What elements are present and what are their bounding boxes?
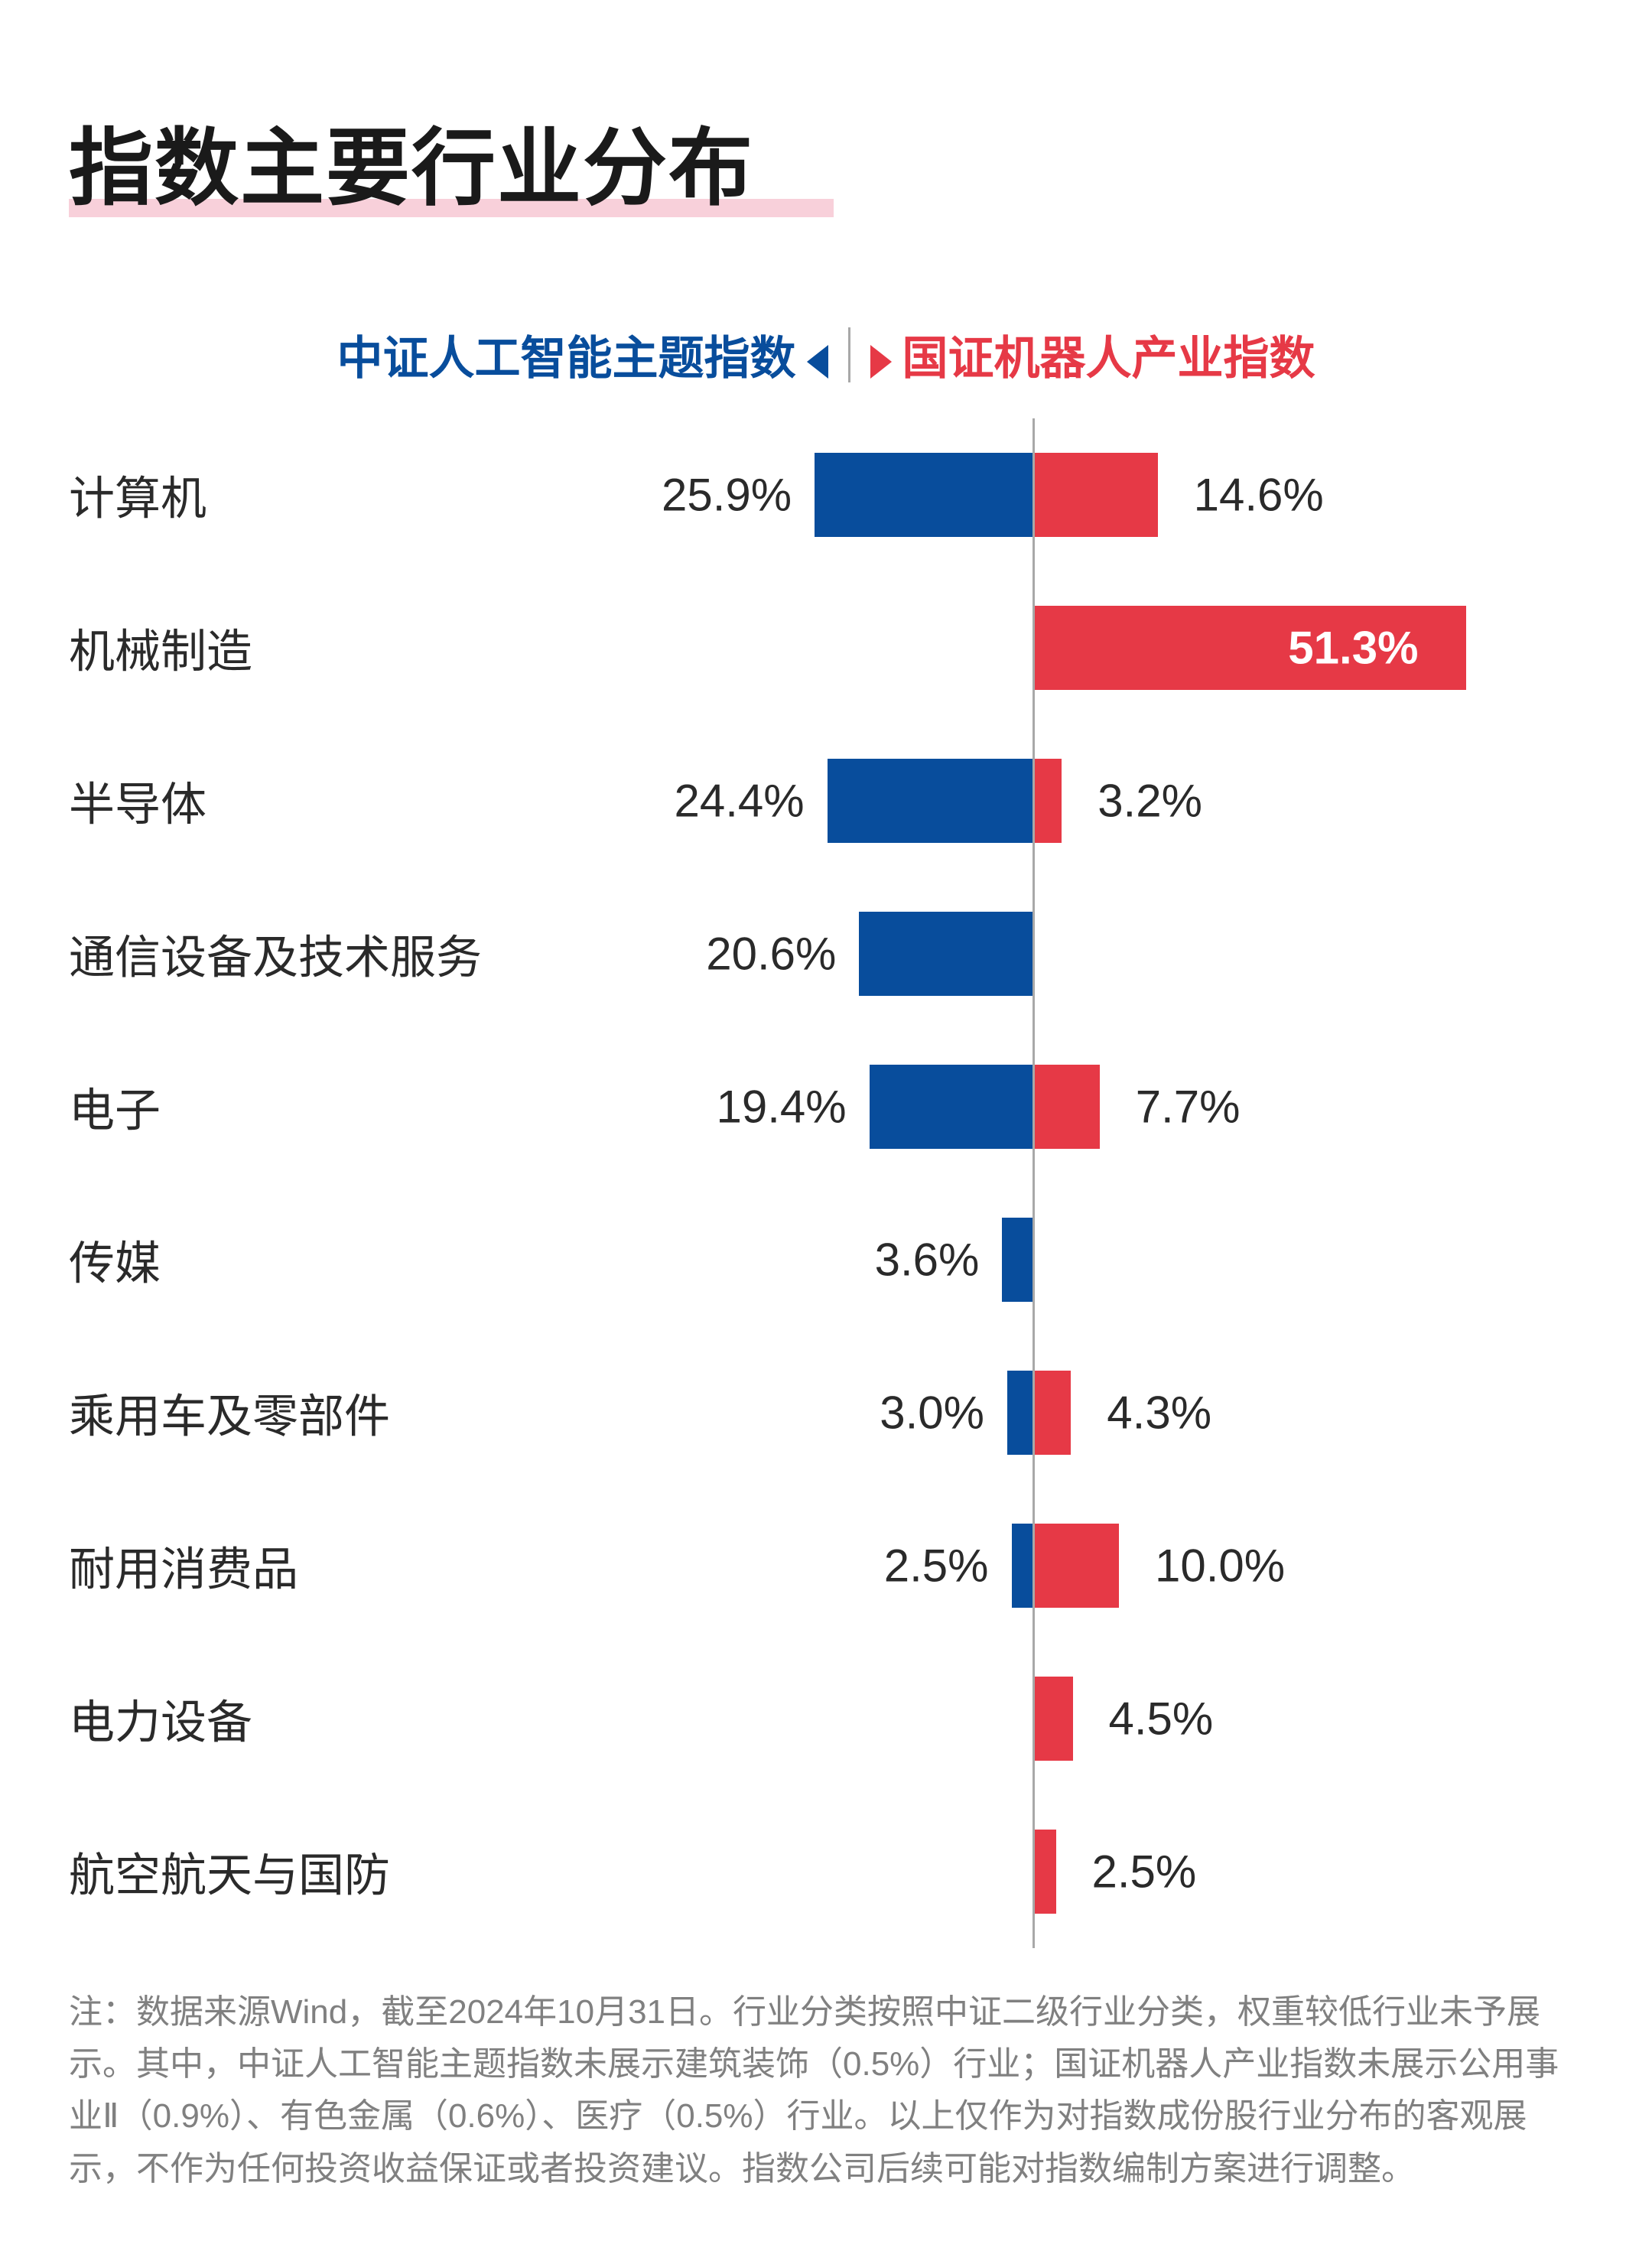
value-left: 3.0% — [880, 1387, 984, 1439]
row-label: 计算机 — [69, 462, 206, 529]
value-left: 24.4% — [674, 775, 804, 828]
chart-row: 计算机 25.9% 14.6% — [69, 418, 1583, 571]
chart-row: 耐用消费品 2.5% 10.0% — [69, 1489, 1583, 1642]
value-right: 2.5% — [1092, 1846, 1197, 1898]
bar-left — [1002, 1218, 1032, 1302]
value-right: 51.3% — [1288, 622, 1418, 675]
legend-left: 中证人工智能主题指数 — [337, 321, 828, 388]
footnote: 注：数据来源Wind，截至2024年10月31日。行业分类按照中证二级行业分类，… — [69, 1986, 1583, 2195]
bar-right — [1035, 453, 1158, 537]
chart-row: 乘用车及零部件 3.0% 4.3% — [69, 1336, 1583, 1489]
chart-row: 电子 19.4% 7.7% — [69, 1030, 1583, 1183]
row-label: 电子 — [69, 1074, 161, 1140]
bar-right — [1035, 1677, 1073, 1761]
diverging-bar-chart: 计算机 25.9% 14.6% 机械制造 51.3% 半导体 24.4% 3.2% 通信设备及技… — [69, 418, 1583, 1948]
row-label: 半导体 — [69, 768, 206, 834]
chart-row: 航空航天与国防 2.5% — [69, 1795, 1583, 1948]
value-right: 4.3% — [1107, 1387, 1211, 1439]
bar-left — [859, 912, 1032, 996]
chart-row: 通信设备及技术服务 20.6% — [69, 877, 1583, 1030]
value-right: 3.2% — [1098, 775, 1202, 828]
value-left: 20.6% — [706, 928, 836, 981]
legend-right-label: 国证机器人产业指数 — [902, 333, 1315, 384]
row-label: 电力设备 — [69, 1686, 252, 1752]
row-label: 航空航天与国防 — [69, 1839, 390, 1905]
arrow-right-icon — [870, 345, 892, 379]
row-label: 机械制造 — [69, 615, 252, 681]
chart-row: 电力设备 4.5% — [69, 1642, 1583, 1795]
legend-left-label: 中证人工智能主题指数 — [337, 333, 796, 384]
bar-left — [1012, 1524, 1033, 1608]
legend: 中证人工智能主题指数 国证机器人产业指数 — [69, 321, 1583, 388]
bar-left — [828, 759, 1032, 843]
value-right: 4.5% — [1109, 1693, 1214, 1745]
bar-right — [1035, 1524, 1119, 1608]
bar-left — [815, 453, 1032, 537]
bar-right — [1035, 1830, 1056, 1914]
title-text: 指数主要行业分布 — [69, 122, 754, 216]
value-left: 3.6% — [875, 1234, 980, 1287]
legend-right: 国证机器人产业指数 — [870, 321, 1315, 388]
legend-divider — [848, 327, 850, 382]
bar-left — [1007, 1371, 1032, 1455]
chart-title: 指数主要行业分布 — [69, 99, 754, 222]
chart-row: 传媒 3.6% — [69, 1183, 1583, 1336]
value-right: 7.7% — [1136, 1081, 1241, 1134]
bar-right — [1035, 1371, 1071, 1455]
value-left: 19.4% — [716, 1081, 846, 1134]
chart-row: 半导体 24.4% 3.2% — [69, 724, 1583, 877]
value-left: 25.9% — [662, 469, 792, 522]
bar-right — [1035, 759, 1062, 843]
chart-row: 机械制造 51.3% — [69, 571, 1583, 724]
row-label: 传媒 — [69, 1227, 161, 1293]
row-label: 耐用消费品 — [69, 1533, 298, 1599]
value-right: 14.6% — [1194, 469, 1324, 522]
bar-left — [870, 1065, 1032, 1149]
row-label: 乘用车及零部件 — [69, 1380, 390, 1446]
value-right: 10.0% — [1155, 1540, 1285, 1592]
row-label: 通信设备及技术服务 — [69, 921, 482, 987]
bar-right — [1035, 1065, 1100, 1149]
value-left: 2.5% — [884, 1540, 989, 1592]
arrow-left-icon — [807, 345, 828, 379]
